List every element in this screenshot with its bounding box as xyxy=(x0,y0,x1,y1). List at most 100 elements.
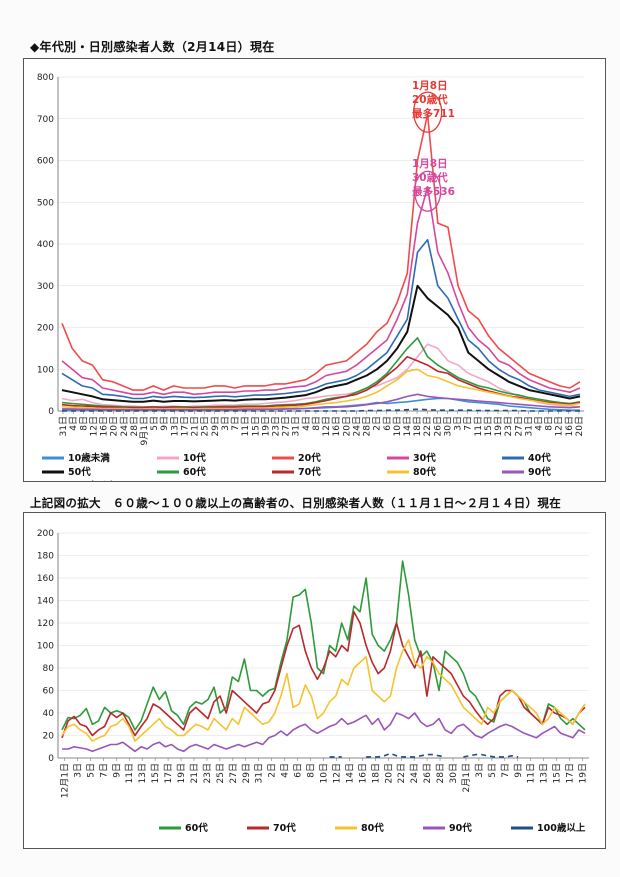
x-tick-label: 15日 xyxy=(250,416,261,436)
x-tick-label: 12月1日 xyxy=(59,763,70,798)
y-tick-label: 500 xyxy=(37,198,54,208)
chart2-title: 上記図の拡大 ６０歳～１００歳以上の高齢者の、日別感染者人数（１１月１日～２月１… xyxy=(30,496,561,510)
chart1-title: ◆年代別・日別感染者人数（2月14日）現在 xyxy=(30,40,275,54)
x-tick-label: 11日 xyxy=(124,763,135,783)
x-tick-label: 20日 xyxy=(109,416,120,436)
series-line xyxy=(61,186,581,396)
series-line xyxy=(61,368,581,410)
x-tick-label: 30日 xyxy=(448,763,459,783)
x-tick-label: 17日 xyxy=(565,763,576,783)
legend-label: 80代 xyxy=(413,466,436,478)
x-tick-label: 4日 xyxy=(533,416,544,431)
x-tick-label: 4日 xyxy=(68,416,79,431)
legend-label: 30代 xyxy=(413,452,436,464)
x-tick-label: 24日 xyxy=(119,416,130,436)
y-tick-label: 200 xyxy=(37,324,54,334)
x-tick-label: 20日 xyxy=(574,416,585,436)
x-tick-label: 29日 xyxy=(210,416,221,436)
x-tick-label: 7日 xyxy=(230,416,241,431)
annotation-label: 最多711 xyxy=(412,107,455,120)
y-tick-label: 160 xyxy=(37,574,54,584)
x-tick-label: 6日 xyxy=(382,416,393,431)
x-tick-label: 28日 xyxy=(362,416,373,436)
series-line xyxy=(61,560,586,731)
y-tick-label: 800 xyxy=(37,73,54,83)
y-tick-label: 60 xyxy=(43,687,55,697)
legend-label: 20代 xyxy=(298,452,321,464)
x-tick-label: 8日 xyxy=(544,416,555,431)
series-line xyxy=(61,343,581,408)
x-tick-label: 22日 xyxy=(422,416,433,436)
x-tick-label: 18日 xyxy=(412,416,423,436)
annotation-label: 30歳代 xyxy=(412,171,448,184)
x-tick-label: 7日 xyxy=(500,763,511,778)
x-tick-label: 12日 xyxy=(331,763,342,783)
x-tick-label: 8日 xyxy=(306,763,317,778)
x-tick-label: 3日 xyxy=(72,763,83,778)
x-tick-label: 12日 xyxy=(554,416,565,436)
y-tick-label: 300 xyxy=(37,282,54,292)
x-tick-label: 21日 xyxy=(189,763,200,783)
y-tick-label: 100 xyxy=(37,642,54,652)
legend-label: 50代 xyxy=(68,466,91,478)
x-tick-label: 27日 xyxy=(513,416,524,436)
series-line xyxy=(329,752,519,758)
x-tick-label: 3日 xyxy=(474,763,485,778)
legend-label: 60代 xyxy=(183,466,206,478)
x-tick-label: 12日 xyxy=(88,416,99,436)
legend-label: 10代 xyxy=(183,452,206,464)
legend-label: 70代 xyxy=(298,466,321,478)
y-tick-label: 700 xyxy=(37,115,54,125)
x-tick-label: 12日 xyxy=(321,416,332,436)
x-tick-label: 11日 xyxy=(240,416,251,436)
x-tick-label: 8日 xyxy=(311,416,322,431)
x-tick-label: 6日 xyxy=(293,763,304,778)
x-tick-label: 11日 xyxy=(526,763,537,783)
y-tick-label: 200 xyxy=(37,529,54,539)
annotation-label: 20歳代 xyxy=(412,93,448,106)
legend-label: 100歳以上 xyxy=(68,480,117,481)
x-tick-label: 7日 xyxy=(463,416,474,431)
x-tick-label: 15日 xyxy=(150,763,161,783)
legend-label: 100歳以上 xyxy=(537,822,586,834)
x-tick-label: 4日 xyxy=(280,763,291,778)
x-tick-label: 13日 xyxy=(137,763,148,783)
x-tick-label: 7日 xyxy=(98,763,109,778)
x-tick-label: 15日 xyxy=(483,416,494,436)
annotation-label: 1月8日 xyxy=(412,158,448,170)
x-tick-label: 2日 xyxy=(372,416,383,431)
x-tick-label: 19日 xyxy=(493,416,504,436)
x-tick-label: 9日 xyxy=(513,763,524,778)
y-tick-label: 140 xyxy=(37,597,54,607)
x-tick-label: 20日 xyxy=(341,416,352,436)
y-tick-label: 120 xyxy=(37,619,54,629)
x-tick-label: 31日 xyxy=(254,763,265,783)
x-tick-label: 16日 xyxy=(99,416,110,436)
x-tick-label: 3日 xyxy=(220,416,231,431)
x-tick-label: 24日 xyxy=(409,763,420,783)
peak-ellipse-20s xyxy=(412,91,443,133)
x-tick-label: 16日 xyxy=(331,416,342,436)
x-tick-label: 30日 xyxy=(442,416,453,436)
legend-label: 70代 xyxy=(273,822,296,834)
x-tick-label: 2月1日 xyxy=(461,763,472,792)
legend-label: 90代 xyxy=(449,822,472,834)
x-tick-label: 10日 xyxy=(392,416,403,436)
annotation-label: 最多536 xyxy=(412,185,455,198)
y-tick-label: 400 xyxy=(37,240,54,250)
x-tick-label: 3日 xyxy=(453,416,464,431)
y-tick-label: 40 xyxy=(43,709,55,719)
series-line xyxy=(61,113,581,391)
x-tick-label: 19日 xyxy=(260,416,271,436)
x-tick-label: 2日 xyxy=(267,763,278,778)
x-tick-label: 20日 xyxy=(383,763,394,783)
x-tick-label: 11日 xyxy=(473,416,484,436)
y-tick-label: 180 xyxy=(37,552,54,562)
series-line xyxy=(61,639,586,742)
legend-label: 80代 xyxy=(361,822,384,834)
legend-label: 10歳未満 xyxy=(68,452,110,464)
x-tick-label: 24日 xyxy=(351,416,362,436)
x-tick-label: 19日 xyxy=(578,763,589,783)
legend-label: 40代 xyxy=(528,452,551,464)
